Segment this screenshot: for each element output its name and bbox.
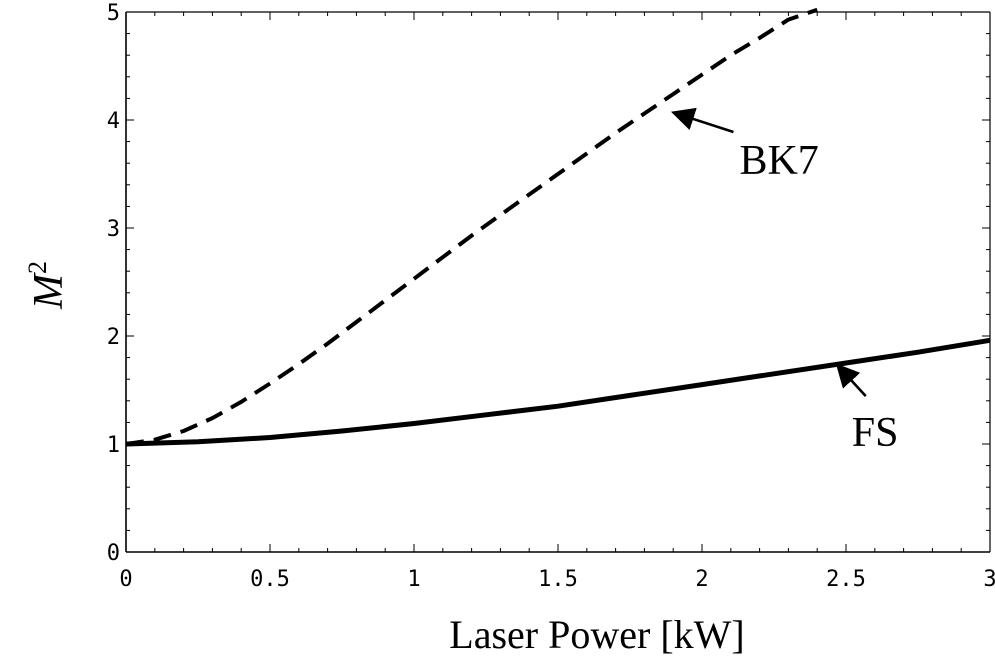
y-tick-label: 5 xyxy=(107,1,120,26)
annotation-label-fs: FS xyxy=(852,410,899,456)
series-line-fs xyxy=(125,337,991,447)
y-tick-label: 4 xyxy=(107,109,120,134)
x-tick-label: 1 xyxy=(407,567,420,592)
y-tick-label: 2 xyxy=(107,325,120,350)
y-tick-label: 3 xyxy=(107,217,120,242)
y-tick-label: 1 xyxy=(107,433,120,458)
annotation-label-bk7: BK7 xyxy=(739,138,818,184)
x-tick-label: 0.5 xyxy=(250,567,290,592)
y-axis-label: M2 xyxy=(23,261,72,310)
annotation-arrow-bk7 xyxy=(670,107,734,134)
x-tick-label: 0 xyxy=(119,567,132,592)
series-line-bk7 xyxy=(125,7,818,446)
y-tick-label: 0 xyxy=(107,541,120,566)
series-group xyxy=(125,7,991,447)
x-tick-label: 1.5 xyxy=(538,567,578,592)
x-axis-label: Laser Power [kW] xyxy=(449,612,744,657)
y-axis-label-base: M xyxy=(26,272,72,310)
annotations-group: BK7 FS xyxy=(670,107,899,456)
plot-axes xyxy=(125,11,991,553)
x-tick-label: 2 xyxy=(695,567,708,592)
x-tick-label: 2.5 xyxy=(826,567,866,592)
annotation-arrow-fs xyxy=(835,363,867,398)
x-tick-label: 3 xyxy=(983,567,995,592)
tick-marks: 0 0.5 1 1.5 2 2.5 3 0 1 2 3 4 5 xyxy=(107,1,995,592)
y-axis-label-superscript: 2 xyxy=(23,261,52,274)
